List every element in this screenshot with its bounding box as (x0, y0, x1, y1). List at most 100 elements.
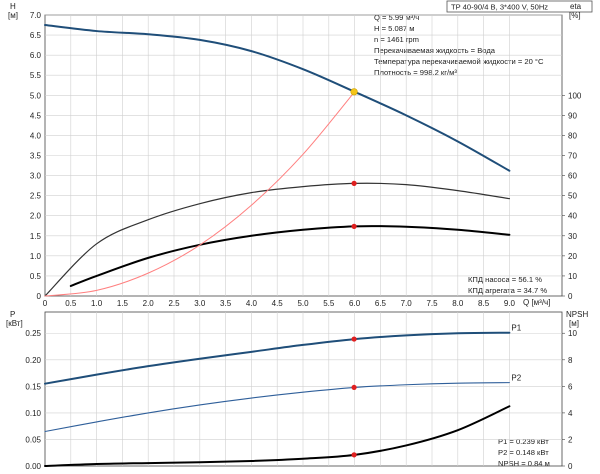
info-line: Плотность = 998.2 кг/м³ (374, 68, 457, 77)
series-line-p2 (44, 382, 510, 433)
info-line: Температура перекачиваемой жидкости = 20… (374, 57, 544, 66)
efficiency-info: КПД насоса = 56.1 % КПД агрегата = 34.7 … (468, 275, 547, 295)
power-tick-label: 0.00 (25, 462, 41, 471)
eta-axis-unit: [%] (569, 11, 581, 20)
info-line: P2 = 0.148 кВт (498, 448, 549, 457)
operating-point-marker (351, 180, 357, 186)
x-tick-label: 4.0 (246, 299, 258, 308)
eta-tick-label: 90 (568, 111, 577, 120)
y-tick-label: 1.5 (30, 232, 42, 241)
power-axis-label: P (10, 310, 15, 319)
y-tick-label: 7.0 (30, 11, 42, 20)
header-box: TP 40-90/4 B, 3*400 V, 50Hz (446, 0, 593, 13)
eta-tick-label: 0 (568, 292, 573, 301)
x-tick-label: 0 (43, 299, 48, 308)
operating-point-marker (351, 336, 357, 342)
y-tick-label: 5.0 (30, 91, 42, 100)
power-tick-label: 0.05 (25, 435, 41, 444)
x-tick-label: 9.0 (504, 299, 516, 308)
grid-top (45, 14, 562, 296)
flow-axis-label: Q [м³/ч] (523, 298, 550, 307)
x-tick-label: 2.5 (168, 299, 180, 308)
eta-tick-label: 80 (568, 131, 577, 140)
power-tick-label: 0.10 (25, 409, 41, 418)
series-line-npsh (44, 405, 511, 467)
eta-tick-label: 10 (568, 272, 577, 281)
x-tick-label: 7.0 (401, 299, 413, 308)
power-info: P1 = 0.239 кВт P2 = 0.148 кВт NPSH = 0.8… (498, 437, 550, 468)
eta-tick-label: 30 (568, 232, 577, 241)
series-line-p1 (44, 331, 511, 385)
info-line: КПД агрегата = 34.7 % (468, 286, 547, 295)
x-tick-label: 4.5 (272, 299, 284, 308)
x-tick-label: 3.0 (194, 299, 206, 308)
x-tick-label: 2.0 (143, 299, 155, 308)
y-tick-label: 6.5 (30, 31, 42, 40)
x-tick-label: 0.5 (65, 299, 77, 308)
y-tick-label: 0 (37, 292, 42, 301)
npsh-tick-label: 6 (568, 382, 573, 391)
operating-point-marker (351, 452, 357, 458)
operating-point-marker (351, 384, 357, 391)
info-line: n = 1461 rpm (374, 35, 419, 44)
chart-marks: 0 0.5 1.0 1.5 2.0 2.5 3.0 3.5 4.0 4.5 5.0 5.5 6.0 6.5… (25, 11, 581, 471)
x-tick-label: 5.5 (323, 299, 335, 308)
series-label: P1 (511, 324, 521, 333)
operating-point-marker (350, 88, 358, 96)
x-tick-label: 1.5 (117, 299, 129, 308)
power-tick-label: 0.20 (25, 356, 41, 365)
y-tick-label: 3.0 (30, 172, 42, 181)
series-line-h (44, 24, 511, 172)
y-tick-label: 3.5 (30, 152, 42, 161)
eta-tick-label: 40 (568, 212, 577, 221)
series-label: P2 (511, 374, 521, 383)
operating-point-info: Q = 5.99 м³/ч H = 5.087 м n = 1461 rpm П… (374, 13, 544, 77)
eta-tick-label: 50 (568, 192, 577, 201)
npsh-tick-label: 10 (568, 329, 577, 338)
y-tick-label: 1.0 (30, 252, 42, 261)
npsh-tick-label: 0 (568, 462, 573, 471)
x-tick-label: 5.0 (297, 299, 309, 308)
npsh-tick-label: 4 (568, 409, 573, 418)
x-tick-label: 1.0 (91, 299, 103, 308)
y-tick-label: 0.5 (30, 272, 42, 281)
head-axis-unit: [м] (8, 11, 18, 20)
operating-point-marker (351, 223, 357, 229)
info-line: NPSH = 0.84 м (498, 459, 550, 468)
series-line-eta (44, 182, 510, 297)
series-line-eta_unit (69, 225, 511, 287)
info-line: H = 5.087 м (374, 24, 414, 33)
y-tick-label: 6.0 (30, 51, 42, 60)
y-tick-label: 5.5 (30, 71, 42, 80)
head-axis-label: H (10, 2, 16, 11)
power-tick-label: 0.25 (25, 329, 41, 338)
y-tick-label: 4.5 (30, 111, 42, 120)
npsh-tick-label: 8 (568, 356, 573, 365)
series-line-system (44, 91, 356, 297)
x-tick-label: 6.0 (349, 299, 361, 308)
pump-title: TP 40-90/4 B, 3*400 V, 50Hz (451, 3, 548, 12)
x-tick-label: 6.5 (375, 299, 387, 308)
x-tick-label: 3.5 (220, 299, 232, 308)
npsh-axis-unit: [м] (569, 319, 579, 328)
y-tick-label: 4.0 (30, 131, 42, 140)
npsh-axis-label: NPSH (566, 310, 588, 319)
info-line: Q = 5.99 м³/ч (374, 13, 419, 22)
plot-area-bottom (44, 311, 563, 467)
npsh-tick-label: 2 (568, 435, 573, 444)
x-tick-label: 8.5 (478, 299, 490, 308)
info-line: КПД насоса = 56.1 % (468, 275, 542, 284)
eta-tick-label: 100 (568, 91, 582, 100)
y-tick-label: 2.5 (30, 192, 42, 201)
x-tick-label: 8.0 (452, 299, 464, 308)
x-tick-label: 7.5 (426, 299, 438, 308)
grid-bottom (45, 312, 562, 466)
info-line: Перекачиваемая жидкость = Вода (374, 46, 496, 55)
eta-tick-label: 60 (568, 172, 577, 181)
power-tick-label: 0.15 (25, 382, 41, 391)
eta-tick-label: 20 (568, 252, 577, 261)
eta-axis-label: eta (570, 2, 582, 11)
y-tick-label: 2.0 (30, 212, 42, 221)
